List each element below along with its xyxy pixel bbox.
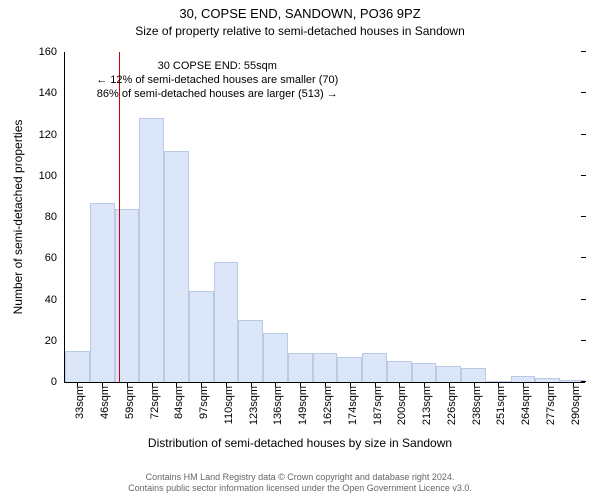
histogram-bar <box>461 368 486 382</box>
plot-area: 02040608010012014016033sqm46sqm59sqm72sq… <box>64 52 585 383</box>
histogram-bar <box>436 366 461 383</box>
x-tick-mark <box>523 382 524 387</box>
x-tick-mark <box>350 382 351 387</box>
y-tick-label: 140 <box>39 87 65 99</box>
histogram-bar <box>412 363 437 382</box>
y-tick-label: 80 <box>45 211 65 223</box>
x-tick-label: 84sqm <box>173 386 185 419</box>
histogram-bar <box>90 203 115 382</box>
x-tick-label: 59sqm <box>124 386 136 419</box>
histogram-bar <box>115 209 140 382</box>
x-axis-label: Distribution of semi-detached houses by … <box>0 436 600 450</box>
y-tick-label: 20 <box>45 335 65 347</box>
annotation-box: 30 COPSE END: 55sqm ← 12% of semi-detach… <box>96 60 338 101</box>
x-tick-mark <box>201 382 202 387</box>
y-tick-mark <box>581 216 586 217</box>
x-tick-label: 238sqm <box>471 386 483 425</box>
y-tick-mark <box>581 51 586 52</box>
subject-marker-line <box>119 52 120 382</box>
chart-footer: Contains HM Land Registry data © Crown c… <box>0 472 600 495</box>
histogram-bar <box>214 262 239 382</box>
histogram-bar <box>263 333 288 383</box>
x-tick-mark <box>325 382 326 387</box>
histogram-bar <box>164 151 189 382</box>
y-tick-mark <box>581 175 586 176</box>
x-tick-label: 46sqm <box>99 386 111 419</box>
x-tick-mark <box>102 382 103 387</box>
annotation-line1: 30 COPSE END: 55sqm <box>96 60 338 74</box>
x-tick-label: 213sqm <box>421 386 433 425</box>
x-tick-mark <box>300 382 301 387</box>
y-tick-label: 40 <box>45 294 65 306</box>
histogram-bar <box>238 320 263 382</box>
x-tick-label: 136sqm <box>272 386 284 425</box>
footer-line1: Contains HM Land Registry data © Crown c… <box>0 472 600 483</box>
x-tick-label: 97sqm <box>198 386 210 419</box>
y-tick-label: 60 <box>45 252 65 264</box>
histogram-bar <box>387 361 412 382</box>
histogram-bar <box>288 353 313 382</box>
x-tick-label: 264sqm <box>520 386 532 425</box>
x-tick-label: 110sqm <box>223 386 235 424</box>
x-tick-mark <box>275 382 276 387</box>
histogram-bar <box>189 291 214 382</box>
x-tick-label: 226sqm <box>446 386 458 425</box>
x-tick-label: 162sqm <box>322 386 334 425</box>
histogram-bar <box>139 118 164 382</box>
x-tick-mark <box>498 382 499 387</box>
chart-container: 30, COPSE END, SANDOWN, PO36 9PZ Size of… <box>0 0 600 500</box>
histogram-bar <box>313 353 338 382</box>
x-tick-mark <box>573 382 574 387</box>
y-tick-mark <box>581 92 586 93</box>
x-tick-mark <box>226 382 227 387</box>
histogram-bar <box>337 357 362 382</box>
y-tick-label: 0 <box>51 376 65 388</box>
x-tick-mark <box>77 382 78 387</box>
histogram-bar <box>65 351 90 382</box>
annotation-line3: 86% of semi-detached houses are larger (… <box>96 88 338 102</box>
x-tick-mark <box>424 382 425 387</box>
y-tick-mark <box>581 381 586 382</box>
x-tick-mark <box>127 382 128 387</box>
x-tick-mark <box>152 382 153 387</box>
y-tick-label: 120 <box>39 129 65 141</box>
histogram-bar <box>362 353 387 382</box>
x-tick-mark <box>548 382 549 387</box>
x-tick-mark <box>474 382 475 387</box>
y-tick-mark <box>581 340 586 341</box>
x-tick-mark <box>399 382 400 387</box>
y-tick-mark <box>581 299 586 300</box>
x-tick-label: 123sqm <box>248 386 260 425</box>
x-tick-label: 187sqm <box>372 386 384 425</box>
y-tick-label: 160 <box>39 46 65 58</box>
x-tick-label: 72sqm <box>149 386 161 419</box>
chart-title-line1: 30, COPSE END, SANDOWN, PO36 9PZ <box>0 6 600 21</box>
x-tick-label: 251sqm <box>495 386 507 425</box>
x-tick-mark <box>375 382 376 387</box>
x-tick-label: 200sqm <box>396 386 408 425</box>
footer-line2: Contains public sector information licen… <box>0 483 600 494</box>
x-tick-mark <box>176 382 177 387</box>
y-tick-label: 100 <box>39 170 65 182</box>
x-tick-mark <box>449 382 450 387</box>
chart-title-line2: Size of property relative to semi-detach… <box>0 24 600 38</box>
x-tick-label: 149sqm <box>297 386 309 425</box>
x-tick-label: 290sqm <box>570 386 582 425</box>
x-tick-label: 174sqm <box>347 386 359 425</box>
annotation-line2: ← 12% of semi-detached houses are smalle… <box>96 74 338 88</box>
x-tick-mark <box>251 382 252 387</box>
x-tick-label: 277sqm <box>545 386 557 425</box>
x-tick-label: 33sqm <box>74 386 86 419</box>
y-tick-mark <box>581 257 586 258</box>
y-axis-label: Number of semi-detached properties <box>11 120 25 315</box>
y-tick-mark <box>581 134 586 135</box>
